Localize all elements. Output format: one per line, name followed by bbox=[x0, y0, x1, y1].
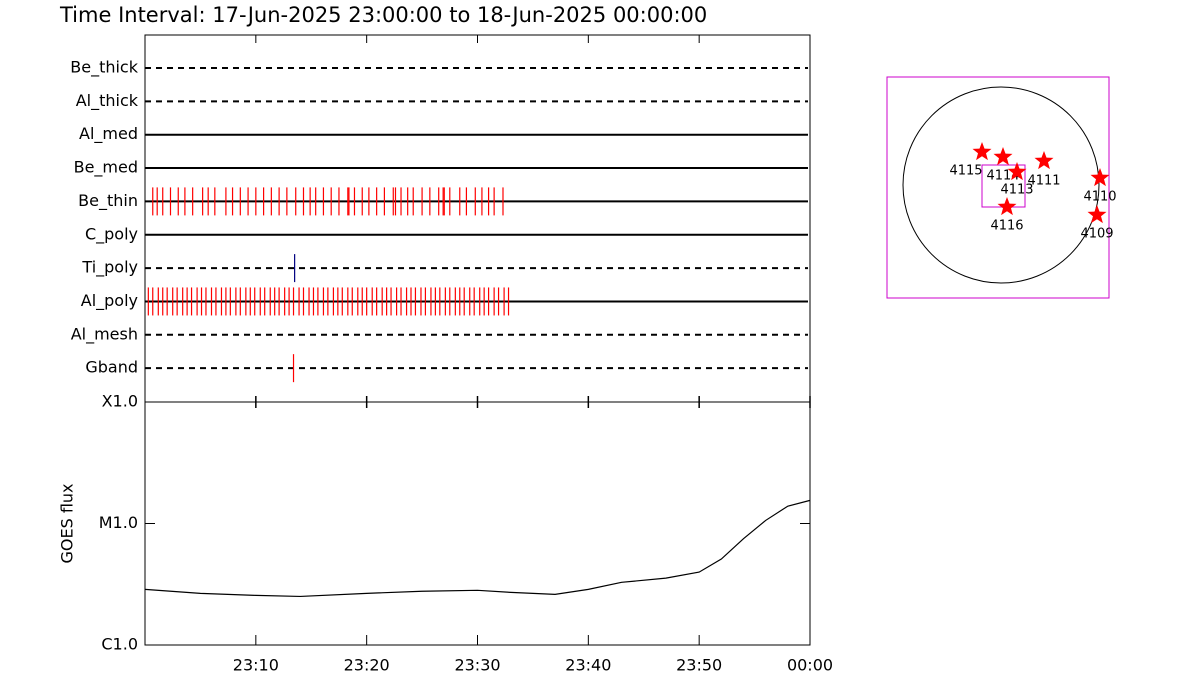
region-label: 4109 bbox=[1080, 227, 1113, 242]
region-label: 4116 bbox=[990, 219, 1023, 234]
region-star bbox=[997, 197, 1017, 216]
region-label: 4113 bbox=[1000, 183, 1033, 198]
region-star bbox=[1007, 162, 1027, 181]
region-label: 4115 bbox=[949, 164, 982, 179]
region-star bbox=[972, 142, 992, 161]
x-tick-label: 00:00 bbox=[787, 656, 833, 675]
y-tick-label: M1.0 bbox=[99, 513, 138, 532]
plot-frame bbox=[144, 34, 811, 646]
map-frame bbox=[886, 76, 1110, 299]
y-tick-label: C1.0 bbox=[101, 635, 138, 654]
filter-label: Be_med bbox=[74, 158, 138, 178]
y-axis-label: GOES flux bbox=[58, 483, 77, 563]
filter-label: Al_thick bbox=[76, 91, 139, 111]
region-star bbox=[1090, 168, 1110, 187]
filter-label: Be_thin bbox=[78, 191, 138, 211]
y-tick-label: X1.0 bbox=[102, 392, 138, 411]
x-tick-label: 23:50 bbox=[676, 656, 722, 675]
filter-label: Gband bbox=[85, 358, 138, 377]
filter-label: Be_thick bbox=[70, 58, 138, 78]
filter-label: Ti_poly bbox=[81, 258, 138, 278]
x-tick-label: 23:30 bbox=[454, 656, 500, 675]
region-label: 4111 bbox=[1027, 174, 1060, 189]
title: Time Interval: 17-Jun-2025 23:00:00 to 1… bbox=[59, 3, 707, 27]
x-tick-label: 23:40 bbox=[565, 656, 611, 675]
x-tick-label: 23:10 bbox=[233, 656, 279, 675]
region-star bbox=[1087, 205, 1107, 224]
solar-disk bbox=[902, 86, 1100, 284]
filter-label: Al_mesh bbox=[71, 324, 138, 344]
goes-curve bbox=[144, 499, 811, 598]
region-label: 4110 bbox=[1083, 190, 1116, 205]
region-star bbox=[993, 147, 1013, 166]
filter-label: C_poly bbox=[85, 224, 138, 244]
x-tick-label: 23:20 bbox=[344, 656, 390, 675]
region-star bbox=[1034, 151, 1054, 170]
filter-label: Al_med bbox=[79, 124, 138, 144]
filter-label: Al_poly bbox=[81, 291, 138, 311]
